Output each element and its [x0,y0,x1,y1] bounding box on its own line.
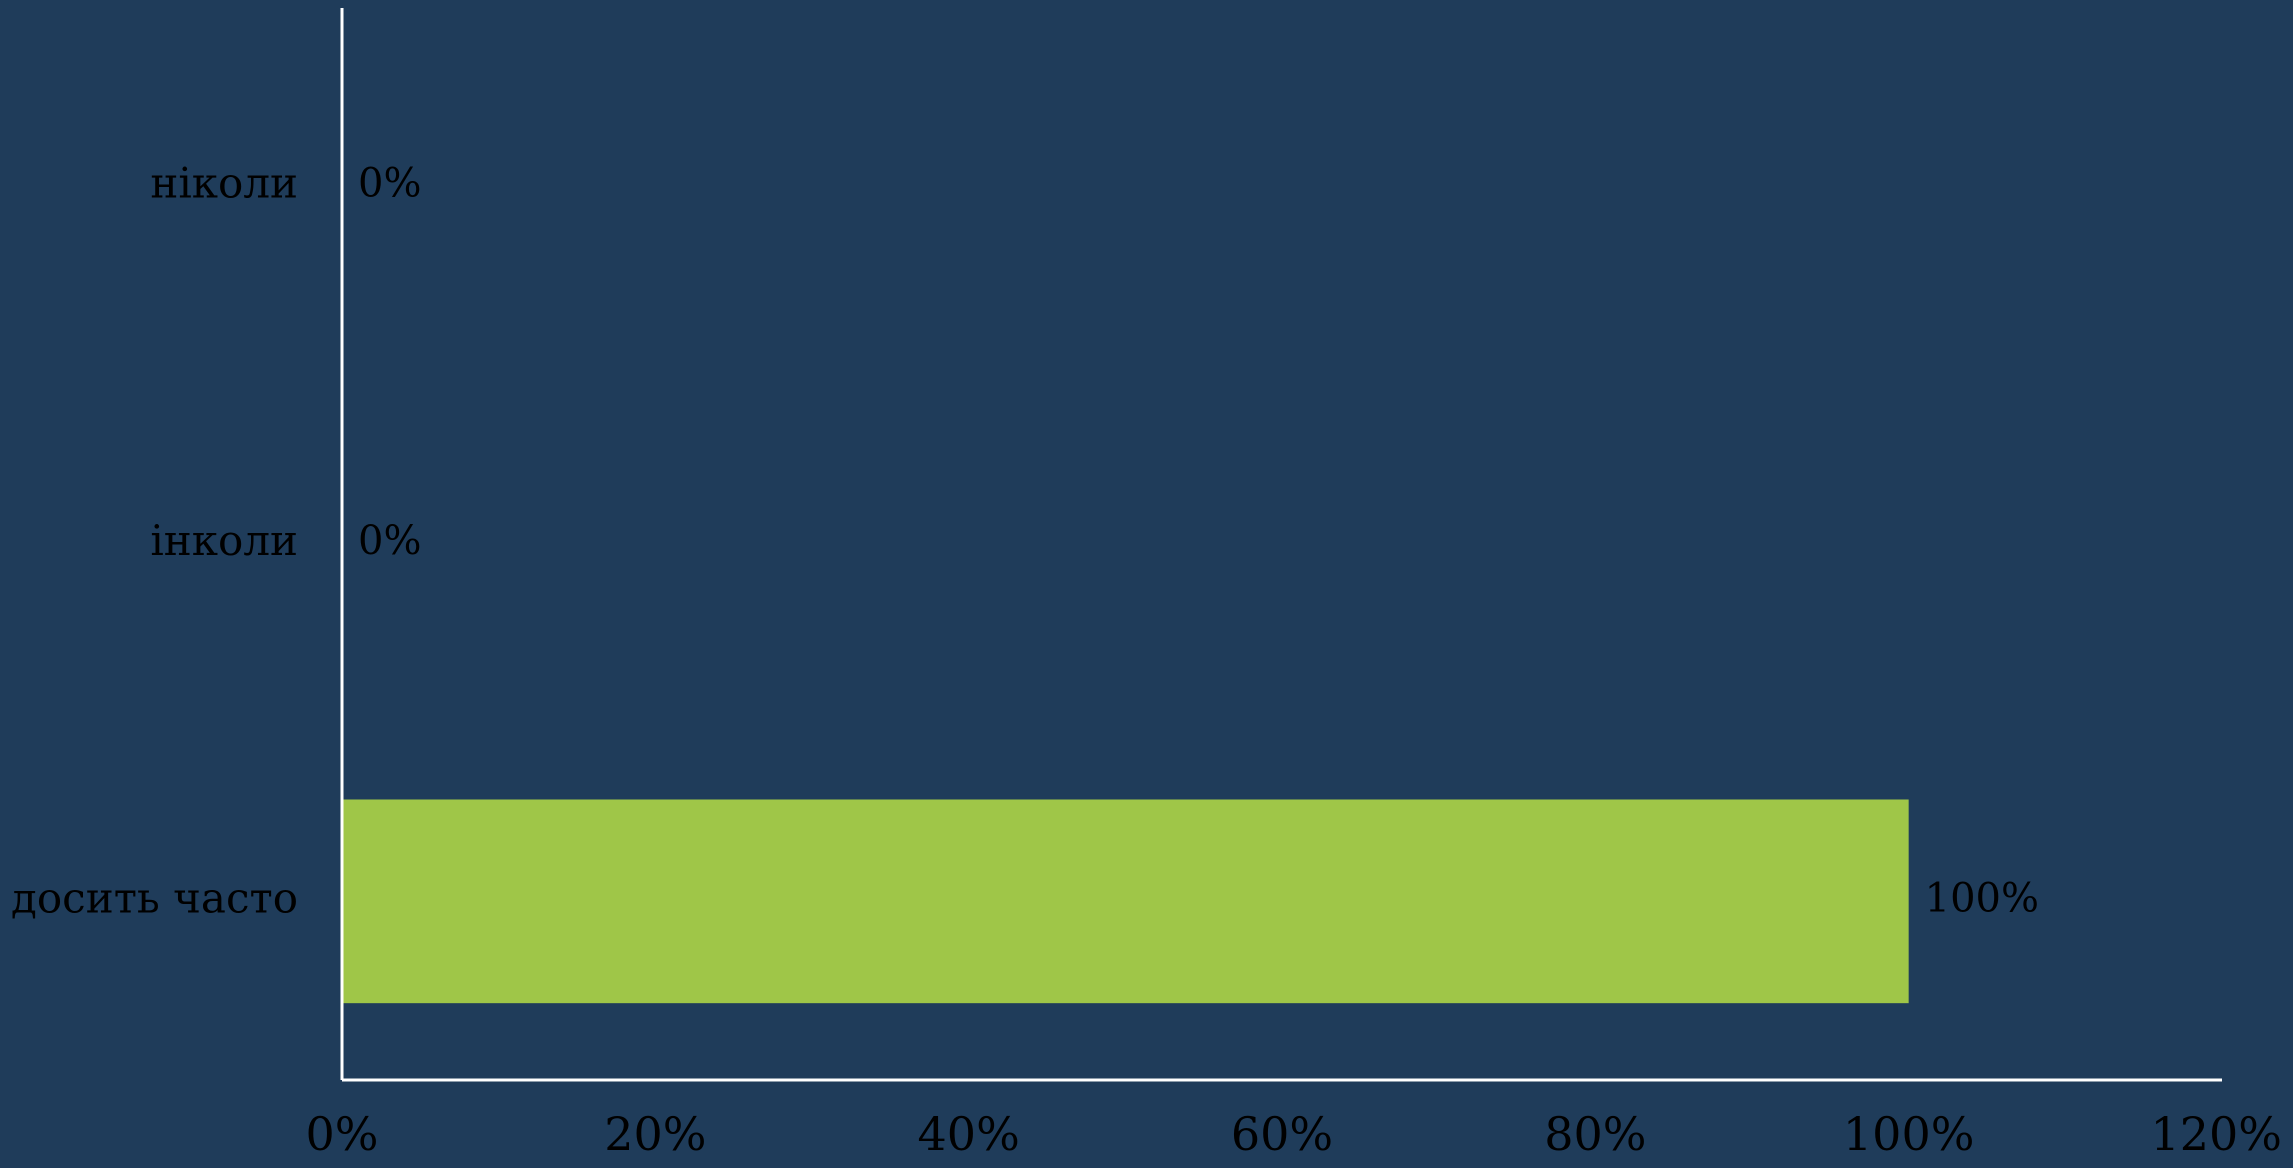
x-tick-label: 80% [1544,1107,1646,1161]
bars-group [342,799,1909,1004]
x-tick-labels-group: 0% 20% 40% 60% 80% 100% 120% [306,1107,2282,1161]
x-tick-label: 120% [2150,1107,2282,1161]
data-label: 100% [1925,875,2039,921]
x-tick-label: 0% [306,1107,379,1161]
data-labels-group: 0% 0% 100% [358,161,2039,922]
x-tick-label: 60% [1231,1107,1333,1161]
x-tick-label: 20% [604,1107,706,1161]
category-label: досить часто [11,873,298,922]
category-label: ніколи [150,159,298,208]
x-tick-label: 100% [1843,1107,1975,1161]
data-label: 0% [358,518,421,564]
category-labels-group: ніколи інколи досить часто [11,159,298,923]
data-label: 0% [358,161,421,207]
bar [342,799,1909,1004]
category-label: інколи [150,516,298,565]
x-tick-label: 40% [918,1107,1020,1161]
